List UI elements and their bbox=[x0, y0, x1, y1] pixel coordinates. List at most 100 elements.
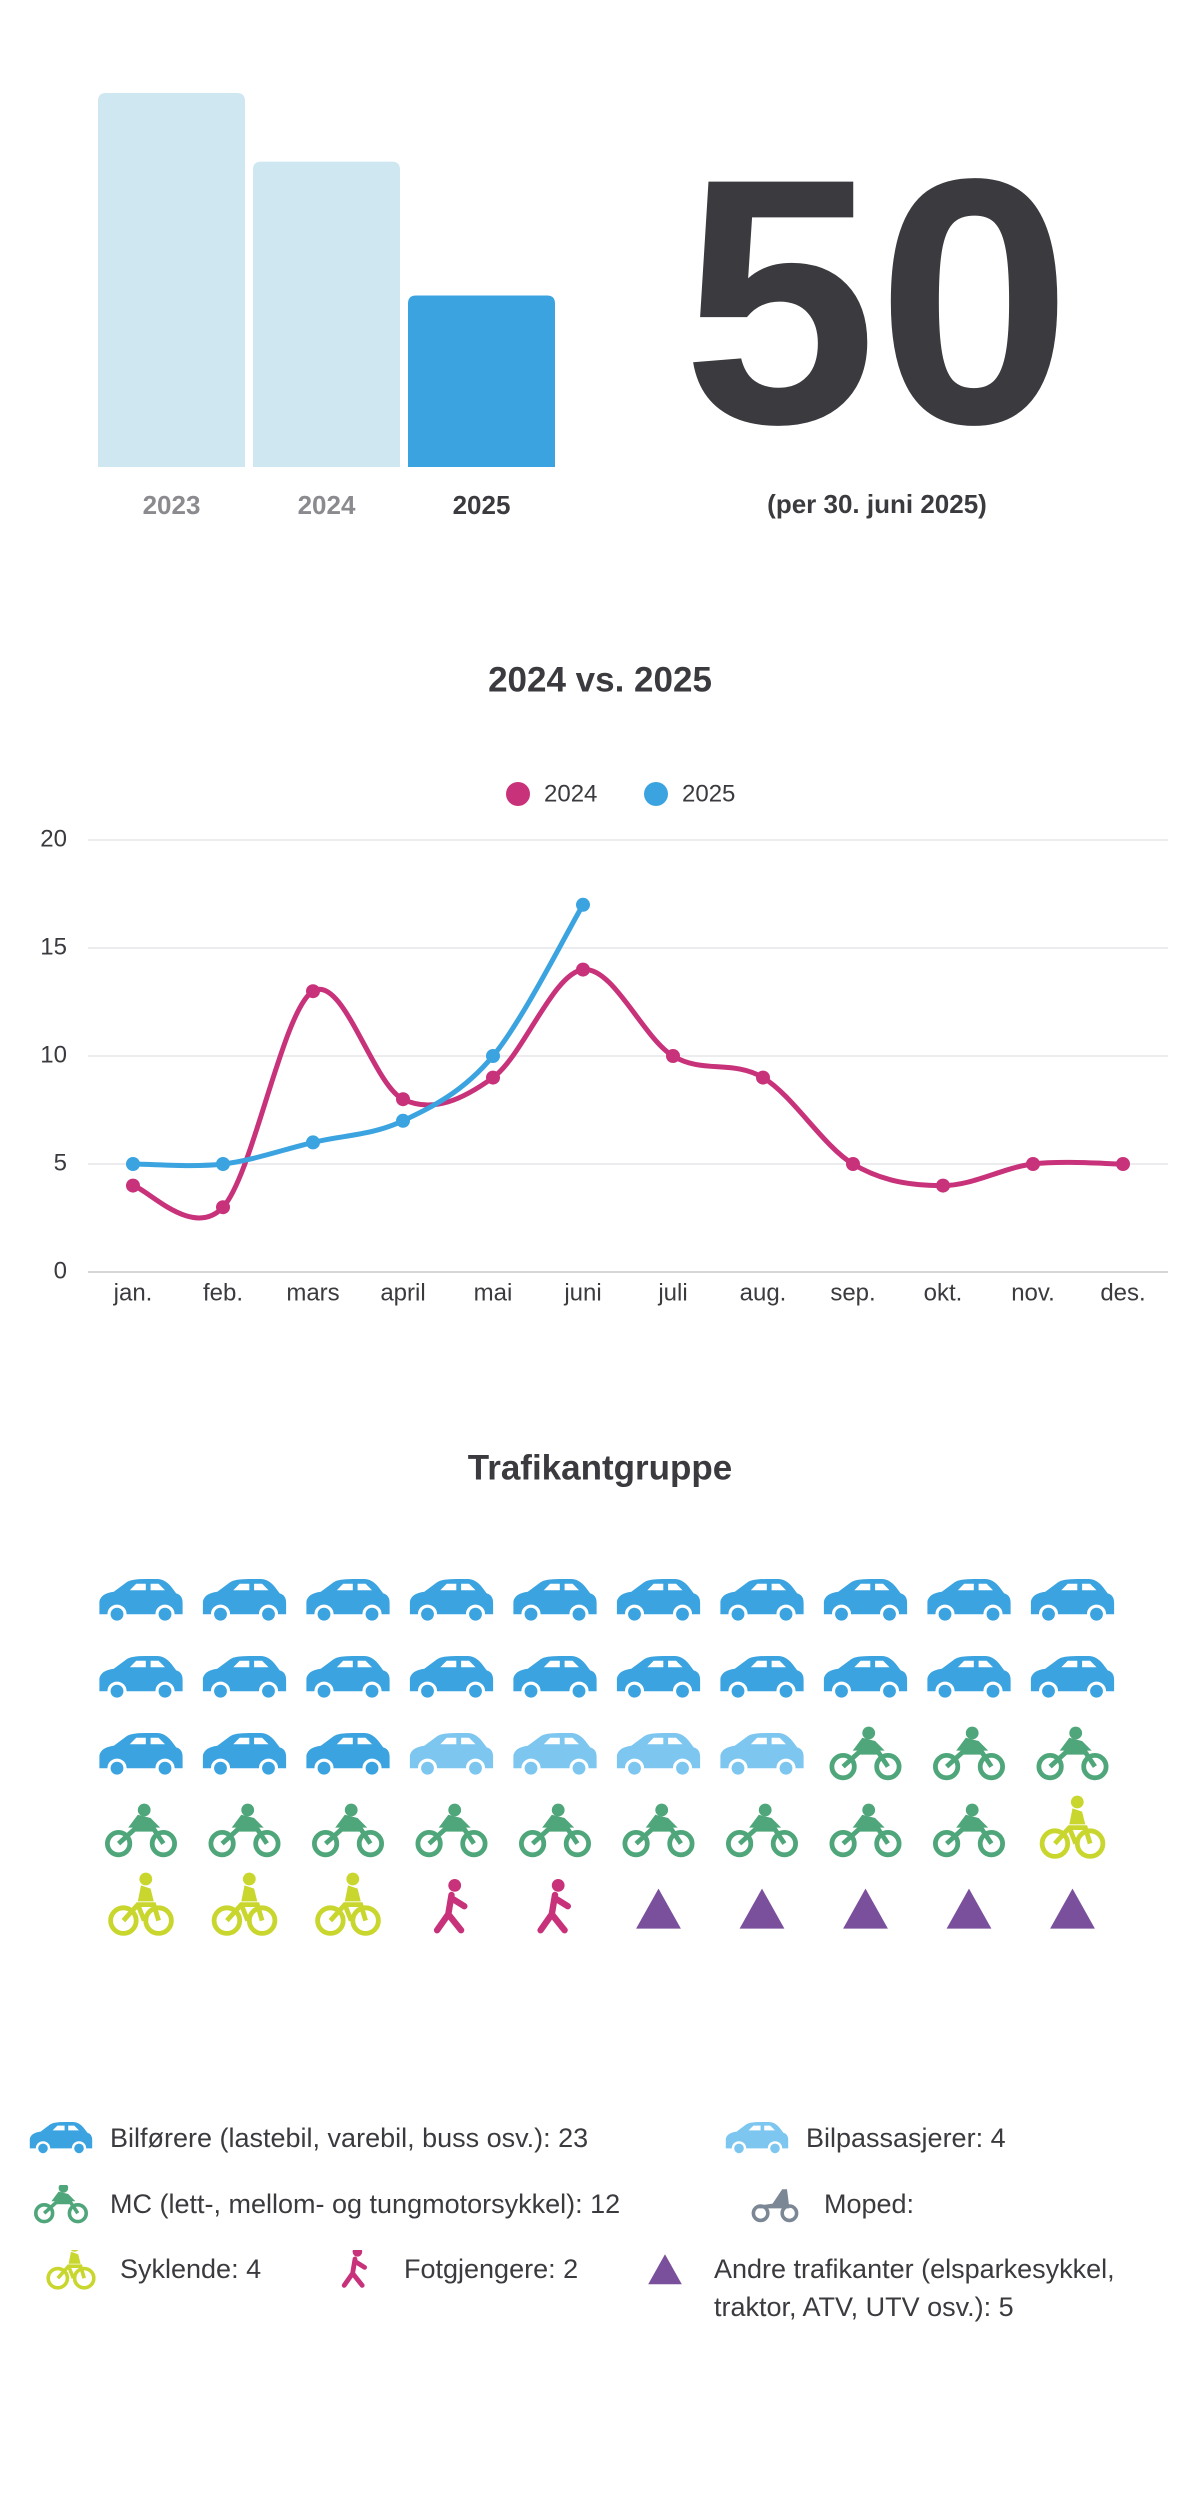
point bbox=[666, 1049, 680, 1063]
waffle-icon bbox=[932, 1803, 1006, 1858]
x-tick-label: jan. bbox=[113, 1279, 153, 1306]
legend-label: Syklende: 4 bbox=[120, 2254, 262, 2284]
waffle-icon bbox=[208, 1803, 281, 1858]
point bbox=[216, 1200, 230, 1215]
waffle-icon bbox=[1030, 1656, 1115, 1701]
x-tick-label: nov. bbox=[1011, 1279, 1055, 1306]
chart-title: 2024 vs. 2025 bbox=[488, 660, 712, 699]
legend-label: Fotgjengere: 2 bbox=[404, 2254, 579, 2284]
waffle-icon bbox=[202, 1656, 287, 1701]
waffle-icon bbox=[513, 1656, 597, 1701]
legend-label: Andre trafikanter (elsparkesykkel, trakt… bbox=[714, 2254, 1115, 2322]
annotation: (per 30. juni 2025) bbox=[767, 489, 987, 519]
waffle-icon bbox=[518, 1803, 592, 1858]
x-tick-label: 2024 bbox=[298, 490, 356, 520]
waffle-icon bbox=[927, 1656, 1011, 1701]
bar bbox=[98, 93, 245, 467]
waffle-icon bbox=[622, 1803, 695, 1858]
headline-number: 50 bbox=[682, 106, 1071, 497]
waffle-icon bbox=[636, 1888, 681, 1929]
waffle-icon bbox=[932, 1726, 1006, 1781]
waffle-icon bbox=[1039, 1795, 1106, 1859]
waffle-icon bbox=[1050, 1888, 1095, 1929]
point bbox=[1116, 1157, 1130, 1171]
x-tick-label: 2025 bbox=[453, 490, 511, 520]
waffle-icon bbox=[311, 1803, 385, 1858]
legend-marker bbox=[506, 782, 530, 806]
point bbox=[126, 1157, 140, 1171]
x-tick-label: mars bbox=[286, 1279, 339, 1306]
point bbox=[1026, 1157, 1040, 1171]
waffle-icon bbox=[823, 1656, 908, 1701]
line bbox=[132, 967, 1124, 1221]
point bbox=[396, 1113, 410, 1128]
y-tick-label: 20 bbox=[40, 825, 67, 852]
waffle-icon bbox=[415, 1803, 488, 1858]
waffle-icon bbox=[829, 1803, 902, 1858]
chart-title: Trafikantgruppe bbox=[468, 1448, 732, 1487]
waffle-icon bbox=[1036, 1726, 1109, 1781]
waffle-icon bbox=[211, 1872, 278, 1936]
x-tick-label: okt. bbox=[924, 1279, 963, 1306]
waffle-icon bbox=[829, 1726, 902, 1781]
point bbox=[486, 1070, 500, 1085]
waffle-icon bbox=[202, 1579, 287, 1624]
x-tick-label: mai bbox=[474, 1279, 513, 1306]
waffle-icon bbox=[409, 1656, 494, 1701]
waffle-icon bbox=[108, 1872, 174, 1936]
legend-label: MC (lett-, mellom- og tungmotorsykkel): … bbox=[110, 2189, 621, 2219]
x-tick-label: aug. bbox=[740, 1279, 787, 1306]
waffle-icon bbox=[315, 1872, 381, 1936]
waffle-icon bbox=[843, 1888, 888, 1929]
bar bbox=[408, 295, 555, 467]
x-tick-label: juli bbox=[657, 1279, 687, 1306]
point bbox=[306, 1135, 320, 1150]
waffle-icon bbox=[725, 1803, 799, 1858]
waffle-icon bbox=[202, 1733, 287, 1778]
waffle-icon bbox=[99, 1656, 183, 1701]
x-tick-label: sep. bbox=[830, 1279, 875, 1306]
point bbox=[306, 984, 320, 999]
waffle-icon bbox=[306, 1733, 390, 1778]
waffle-icon bbox=[104, 1803, 178, 1858]
point bbox=[576, 962, 590, 977]
legend-label: 2025 bbox=[682, 780, 735, 807]
waffle-icon bbox=[513, 1733, 597, 1778]
legend-icon bbox=[648, 2254, 682, 2285]
waffle-icon bbox=[720, 1656, 804, 1701]
legend-entry: Fotgjengere: 2 bbox=[320, 2250, 620, 2290]
waffle-icon bbox=[946, 1888, 992, 1929]
legend-icon bbox=[751, 2189, 799, 2223]
waffle-icon bbox=[513, 1579, 597, 1624]
waffle-icon bbox=[306, 1656, 390, 1701]
waffle-icon bbox=[616, 1733, 701, 1778]
x-tick-label: des. bbox=[1100, 1279, 1145, 1306]
y-tick-label: 5 bbox=[54, 1149, 67, 1176]
waffle-icon bbox=[537, 1879, 572, 1934]
legend-entry: Andre trafikanter (elsparkesykkel, trakt… bbox=[630, 2250, 1170, 2326]
point bbox=[576, 897, 590, 912]
waffle-icon bbox=[306, 1579, 390, 1624]
legend-label: 2024 bbox=[544, 780, 597, 807]
legend-entry: MC (lett-, mellom- og tungmotorsykkel): … bbox=[26, 2185, 726, 2225]
y-tick-label: 15 bbox=[40, 933, 67, 960]
waffle-icon bbox=[739, 1888, 785, 1929]
waffle-icon bbox=[616, 1579, 701, 1624]
waffle-icon bbox=[720, 1579, 804, 1624]
legend-label: Bilførere (lastebil, varebil, buss osv.)… bbox=[110, 2123, 589, 2153]
legend-icon bbox=[33, 2185, 89, 2224]
bar bbox=[253, 161, 400, 468]
waffle-icon bbox=[99, 1579, 183, 1624]
legend-icon bbox=[29, 2122, 93, 2156]
legend-label: Moped: bbox=[824, 2189, 915, 2219]
y-tick-label: 10 bbox=[40, 1041, 67, 1068]
legend-entry: Bilpassasjerer: 4 bbox=[722, 2119, 1172, 2159]
waffle-icon bbox=[616, 1656, 701, 1701]
legend-entry: Moped: bbox=[740, 2185, 1140, 2225]
legend-entry: Syklende: 4 bbox=[36, 2250, 296, 2290]
point bbox=[846, 1157, 860, 1171]
waffle-icon bbox=[99, 1733, 183, 1778]
point bbox=[936, 1178, 950, 1193]
